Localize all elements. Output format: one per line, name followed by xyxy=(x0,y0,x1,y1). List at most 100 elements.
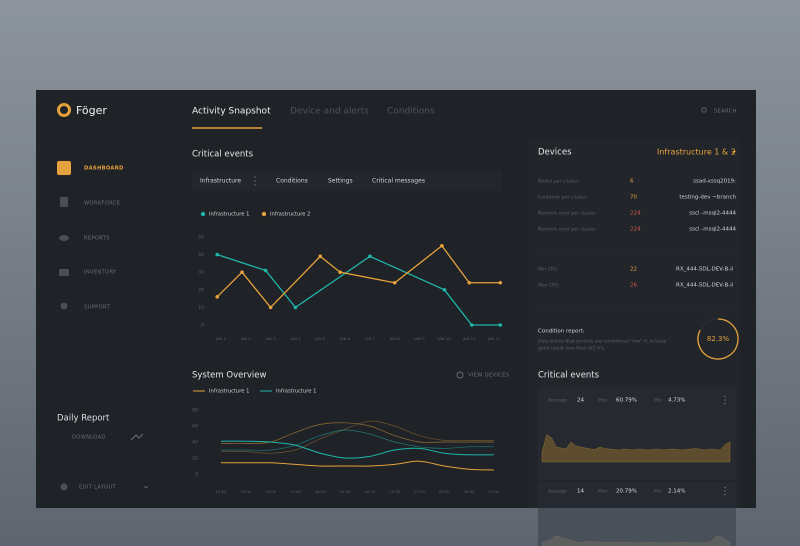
point xyxy=(442,288,447,292)
x-tick-label: JAN 7 xyxy=(364,336,376,341)
y-tick-label: 10 xyxy=(198,305,204,311)
menu-icon xyxy=(59,235,69,241)
x-tick-label: JAN 12 xyxy=(487,336,501,341)
search[interactable]: SEARCH xyxy=(714,109,737,115)
gauge-label: 82.3% xyxy=(707,335,730,343)
row-value: 224 xyxy=(630,227,641,233)
x-tick-label: 22:00 xyxy=(414,489,426,494)
stat-label: Max xyxy=(598,489,608,495)
stat-menu xyxy=(724,402,726,405)
tab[interactable]: Activity Snapshot xyxy=(192,107,271,117)
x-tick-label: 20:00 xyxy=(364,489,376,494)
view-devices[interactable]: VIEW DEVICES xyxy=(468,373,509,379)
cpu-value: 26 xyxy=(630,283,637,289)
point xyxy=(498,280,503,285)
y-tick-label: 20 xyxy=(192,456,198,462)
x-tick-label: 19:00 xyxy=(340,489,352,494)
logo xyxy=(57,103,71,117)
condition-text: good result how then 4/1 it's. xyxy=(538,346,605,352)
point xyxy=(240,270,244,275)
point xyxy=(263,268,268,273)
stat-value: 2.14% xyxy=(668,489,685,495)
menu-item[interactable]: INVENTORY xyxy=(84,270,117,276)
x-tick-label: 16:00 xyxy=(265,489,277,494)
stat-menu xyxy=(724,493,726,496)
edit-layout[interactable]: EDIT LAYOUT xyxy=(79,485,117,491)
row-host: sscl -msql2-4444 xyxy=(689,211,736,217)
row-host: ssad-xssq2019: xyxy=(693,179,736,185)
menu-icon xyxy=(60,302,68,310)
filter[interactable]: Conditions xyxy=(276,178,308,185)
tab[interactable]: Device and alerts xyxy=(290,107,369,117)
point xyxy=(318,254,323,259)
stat-menu xyxy=(724,486,726,489)
x-tick-label: JAN 9 xyxy=(414,336,426,341)
stat-value: 24 xyxy=(577,398,584,404)
menu-item[interactable]: SUPPORT xyxy=(84,305,110,311)
filter[interactable]: Critical messages xyxy=(372,178,425,185)
y-tick-label: 0 xyxy=(201,323,204,329)
x-tick-label: JAN 4 xyxy=(289,336,301,341)
area xyxy=(541,535,731,546)
download[interactable]: DOWNLOAD xyxy=(72,435,106,441)
menu-icon xyxy=(59,269,69,276)
filter-bar xyxy=(192,171,502,191)
point xyxy=(293,305,298,310)
stat-value: 20.79% xyxy=(616,489,637,495)
point xyxy=(368,254,372,259)
filter[interactable]: Infrastructure xyxy=(200,178,241,185)
x-tick-label: JAN 2 xyxy=(240,336,252,341)
download-icon xyxy=(130,433,144,441)
stat-menu xyxy=(724,395,726,398)
cpu-label: Max CPU xyxy=(538,283,558,289)
cpu-label: Min CPU xyxy=(538,267,557,273)
row-label: Network error per cluster xyxy=(538,227,596,233)
x-tick-label: JAN 10 xyxy=(437,336,451,341)
x-tick-label: JAN 11 xyxy=(462,336,476,341)
cpu-value: 22 xyxy=(630,267,637,273)
point xyxy=(268,305,273,310)
y-tick-label: 0 xyxy=(195,472,198,478)
x-tick-label: JAN 6 xyxy=(339,336,351,341)
caret xyxy=(143,485,149,489)
legend-label: Infrastructure 1 xyxy=(276,389,316,395)
series-line xyxy=(220,420,494,454)
caret xyxy=(732,151,736,154)
legend-label: Infrastructure 1 xyxy=(209,389,249,395)
section-title: Critical events xyxy=(192,150,254,160)
gauge-arc xyxy=(697,318,739,360)
stat-label: Average xyxy=(548,489,567,495)
legend-label: Infrastructure 2 xyxy=(270,212,310,218)
filter[interactable]: Settings xyxy=(328,178,353,185)
series-line xyxy=(221,460,494,471)
menu-item[interactable]: WORKFORCE xyxy=(84,201,120,207)
x-tick-label: 18:00 xyxy=(315,489,327,494)
x-tick-label: 23:00 xyxy=(439,489,451,494)
menu-item[interactable]: DASHBOARD xyxy=(84,166,124,172)
view-icon xyxy=(456,371,464,379)
menu-item[interactable]: REPORTS xyxy=(84,236,110,242)
series-line xyxy=(220,422,494,445)
point xyxy=(467,280,472,285)
stats-card xyxy=(538,388,736,480)
x-tick-label: JAN 1 xyxy=(215,336,227,341)
point xyxy=(440,244,444,248)
row-label: Nodes per cluster xyxy=(538,179,579,185)
y-tick-label: 80 xyxy=(192,408,198,414)
card-overflow xyxy=(538,508,736,546)
search-icon xyxy=(701,107,707,113)
row-host: sscl -msql2-4444 xyxy=(689,227,736,233)
row-value: 70 xyxy=(630,195,637,201)
x-tick-label: 15:00 xyxy=(240,489,252,494)
y-tick-label: 40 xyxy=(192,440,198,446)
legend-swatch xyxy=(200,211,206,217)
x-tick-label: 01:00 xyxy=(488,489,500,494)
selector[interactable]: Infrastructure 1 & 2 xyxy=(657,148,736,157)
condition-text: Data below that periods are considered "… xyxy=(538,339,666,345)
tab[interactable]: Conditions xyxy=(387,107,435,117)
section-title: Devices xyxy=(538,148,572,158)
stat-label: Min xyxy=(654,489,662,495)
x-tick-label: JAN 5 xyxy=(314,336,326,341)
